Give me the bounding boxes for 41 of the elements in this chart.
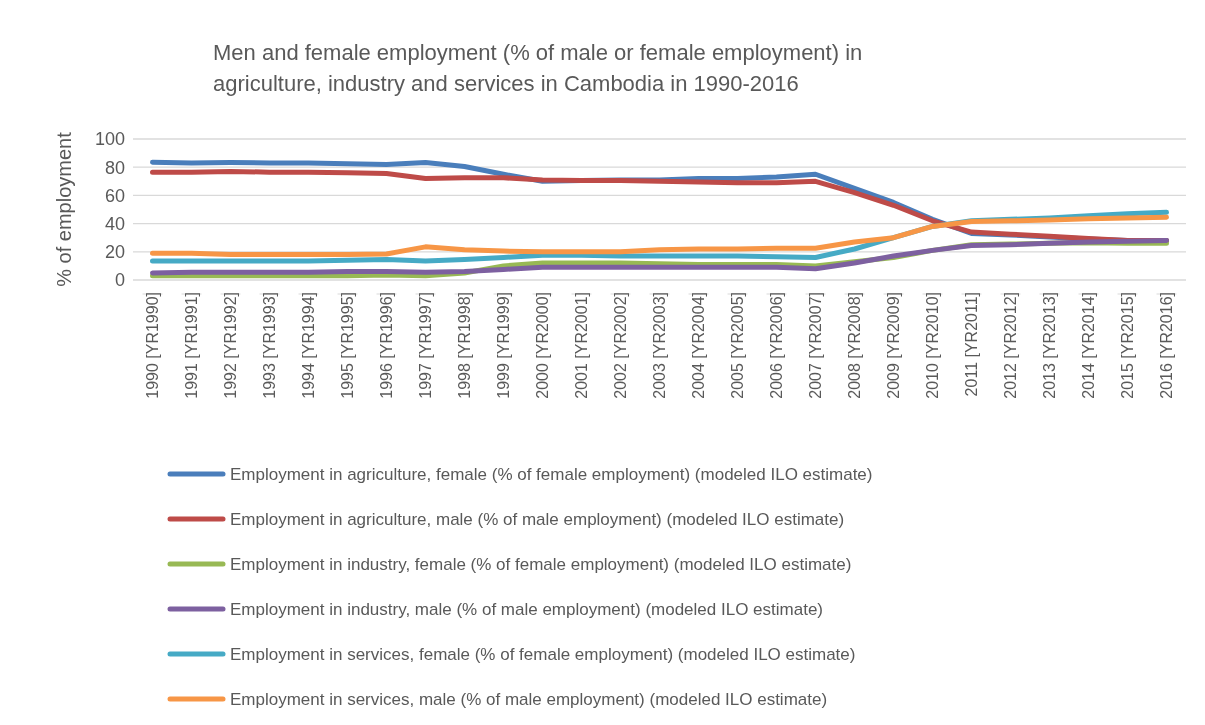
- x-tick-label: 1995 [YR1995]: [339, 292, 357, 399]
- y-tick-label: 100: [94, 129, 125, 150]
- legend-label: Employment in services, male (% of male employment) (modeled ILO estimate): [230, 689, 828, 709]
- legend-label: Employment in services, female (% of female employment) (modeled ILO estimate): [230, 644, 856, 664]
- x-tick-label: 2008 [YR2008]: [846, 292, 864, 399]
- x-tick-label: 1998 [YR1998]: [456, 292, 474, 399]
- x-tick-label: 2009 [YR2009]: [885, 292, 903, 399]
- x-tick-label: 2010 [YR2010]: [924, 292, 942, 399]
- legend-label: Employment in industry, male (% of male employment) (modeled ILO estimate): [230, 599, 824, 619]
- x-tick-label: 2001 [YR2001]: [573, 292, 591, 399]
- x-tick-label: 2007 [YR2007]: [807, 292, 825, 399]
- x-tick-label: 1999 [YR1999]: [495, 292, 513, 399]
- legend-label: Employment in agriculture, male (% of male employment) (modeled ILO estimate): [230, 509, 845, 529]
- x-tick-label: 2006 [YR2006]: [768, 292, 786, 399]
- y-tick-label: 0: [114, 270, 125, 291]
- x-tick-label: 2004 [YR2004]: [690, 292, 708, 399]
- x-tick-label: 2012 [YR2012]: [1002, 292, 1020, 399]
- y-tick-label: 80: [104, 157, 125, 178]
- chart-title: Men and female employment (% of male or female employment) in agriculture, industry and services in Cambodia in 1990-2016: [213, 40, 863, 96]
- legend-label: Employment in industry, female (% of female employment) (modeled ILO estimate): [230, 554, 852, 574]
- x-tick-label: 2015 [YR2015]: [1119, 292, 1137, 399]
- x-tick-label: 2011 [YR2011]: [963, 292, 981, 397]
- x-tick-label: 1990 [YR1990]: [144, 292, 162, 399]
- x-tick-label: 1994 [YR1994]: [300, 292, 318, 399]
- x-tick-label: 2016 [YR2016]: [1158, 292, 1176, 399]
- x-tick-label: 1993 [YR1993]: [261, 292, 279, 399]
- x-tick-label: 2005 [YR2005]: [729, 292, 747, 399]
- x-tick-label: 1991 [YR1991]: [183, 292, 201, 399]
- x-tick-label: 2002 [YR2002]: [612, 292, 630, 399]
- x-tick-label: 2014 [YR2014]: [1080, 292, 1098, 399]
- y-tick-label: 60: [104, 185, 125, 206]
- x-tick-label: 1997 [YR1997]: [417, 292, 435, 399]
- x-tick-label: 2000 [YR2000]: [534, 292, 552, 399]
- y-tick-label: 40: [104, 213, 125, 234]
- y-tick-label: 20: [104, 242, 125, 263]
- x-tick-label: 1996 [YR1996]: [378, 292, 396, 399]
- x-tick-label: 2003 [YR2003]: [651, 292, 669, 399]
- y-axis-title: % of employment: [53, 131, 75, 287]
- x-tick-label: 1992 [YR1992]: [222, 292, 240, 399]
- legend-label: Employment in agriculture, female (% of female employment) (modeled ILO estimate): [230, 464, 873, 484]
- x-tick-label: 2013 [YR2013]: [1041, 292, 1059, 399]
